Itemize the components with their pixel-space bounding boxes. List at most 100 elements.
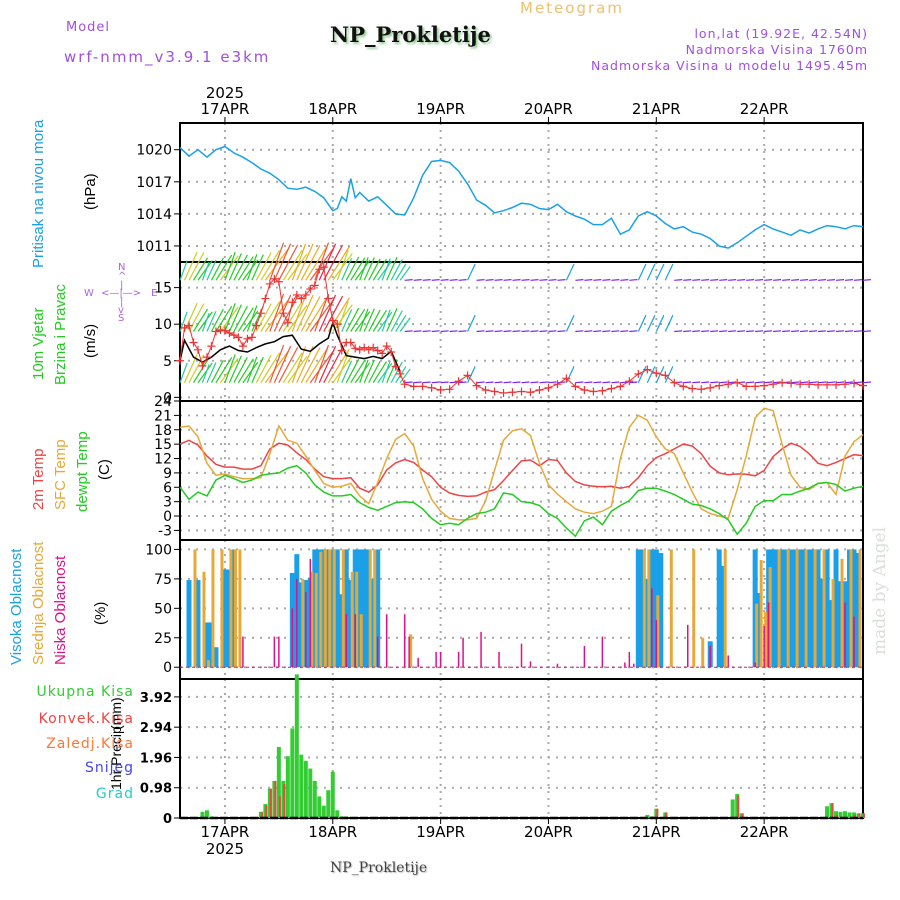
gust-marker: [283, 318, 292, 327]
wind-arrow: [381, 258, 391, 281]
wind-arrow: [655, 314, 665, 332]
cloud-high-bar: [375, 549, 381, 668]
wind-arrow: [368, 309, 381, 332]
gust-marker: [481, 386, 490, 395]
wind-arrow: [291, 295, 307, 332]
wind-arrow: [341, 309, 353, 332]
wind-arrow: [827, 278, 836, 281]
wind-arrow: [341, 258, 353, 281]
cloud-low-bar: [273, 636, 276, 668]
gust-marker: [243, 334, 252, 343]
total-rain-bar: [834, 811, 839, 818]
wind-arrow: [206, 259, 217, 281]
xtick-year-top: 2025: [206, 84, 244, 102]
wind-arrow: [192, 359, 209, 384]
gust-marker: [176, 356, 184, 365]
wind-arrow: [269, 344, 285, 383]
wind-arrow: [363, 308, 375, 332]
wind-arrow: [548, 381, 557, 384]
wind-arrow: [440, 330, 449, 333]
wind-arrow: [664, 314, 674, 332]
total-rain-bar: [204, 810, 209, 818]
ytick-label: 12: [154, 452, 172, 468]
wind-arrow: [291, 243, 307, 281]
wind-arrow: [584, 330, 593, 333]
gust-marker: [472, 381, 481, 390]
cloud-low-bar: [687, 624, 689, 668]
cloud-mid-bar: [669, 549, 673, 668]
wind-arrow: [345, 256, 360, 281]
wind-arrow: [521, 278, 530, 281]
wind-arrow: [372, 310, 387, 332]
wind-arrow: [215, 254, 233, 281]
cloud-mid-bar: [723, 549, 727, 668]
wind-arrow: [710, 381, 719, 384]
wind-arrow: [809, 330, 818, 333]
wind-arrow: [862, 381, 872, 384]
ytick-label: 15: [154, 437, 172, 453]
wind-arrow: [818, 381, 827, 384]
cloud-high-bar: [658, 552, 664, 668]
gust-marker: [643, 365, 652, 374]
wind-arrow: [773, 278, 782, 281]
cloud-mid-bar: [229, 549, 233, 668]
gust-marker: [859, 381, 867, 390]
wind-arrow: [237, 307, 254, 332]
wind-arrow: [323, 295, 344, 332]
pressure-line: [179, 145, 864, 249]
wind-arrow: [692, 330, 701, 333]
gust-marker: [225, 328, 234, 337]
wind-arrow: [503, 330, 512, 333]
wind-arrow: [260, 352, 281, 384]
wind-arrow: [345, 307, 360, 332]
wind-arrow: [575, 330, 584, 333]
wind-arrow: [255, 354, 272, 383]
wind-arrow: [844, 330, 854, 333]
wind-arrow: [692, 278, 701, 281]
cloud-high-bar: [824, 549, 830, 668]
wind-arrow: [467, 263, 476, 281]
wind-arrow: [791, 278, 800, 281]
location-coords: lon,lat (19.92E, 42.54N): [694, 26, 868, 41]
wind-arrow: [674, 330, 683, 333]
wind-arrow: [512, 330, 521, 333]
wind-arrow: [773, 330, 782, 333]
wind-arrow: [422, 330, 431, 333]
wind-arrow: [179, 362, 188, 383]
ytick-label: 5: [163, 354, 172, 370]
wind-arrow: [755, 330, 764, 333]
gust-marker: [346, 338, 355, 347]
legend-convective-rain: Konvek.Kisa: [38, 711, 134, 727]
wind-arrow: [336, 352, 349, 383]
wind-arrow: [548, 330, 557, 333]
wind-arrow: [300, 296, 321, 332]
gust-marker: [373, 346, 382, 355]
cloud-low-bar: [309, 558, 312, 668]
cloud-low-bar: [767, 602, 770, 668]
wind-arrow: [710, 330, 719, 333]
convective-rain-bar: [283, 784, 286, 818]
wind-arrow: [210, 257, 224, 281]
gust-marker: [661, 371, 670, 380]
wind-arrow: [458, 278, 467, 281]
wind-arrow: [853, 330, 863, 333]
xtick-label-top: 21APR: [632, 100, 681, 118]
gust-marker: [688, 384, 697, 393]
wind-arrow: [318, 345, 337, 383]
cloud-high-bar: [343, 549, 349, 668]
ytick-label: 50: [154, 601, 172, 617]
wind-arrow: [853, 278, 863, 281]
wind-arrow: [318, 243, 337, 281]
wind-arrow: [844, 278, 854, 281]
cloud-low-bar: [556, 663, 559, 668]
wind-arrow: [637, 366, 647, 383]
wind-arrow: [210, 360, 224, 383]
cloud-mid-bar: [211, 549, 215, 668]
wind-arrow: [386, 308, 398, 332]
wind-arrow: [264, 247, 290, 281]
cloud-low-bar: [345, 614, 348, 668]
xtick-label-bottom: 20APR: [524, 823, 573, 841]
gust-marker: [742, 382, 751, 391]
gust-marker: [418, 382, 427, 391]
wind-arrow: [228, 355, 242, 383]
